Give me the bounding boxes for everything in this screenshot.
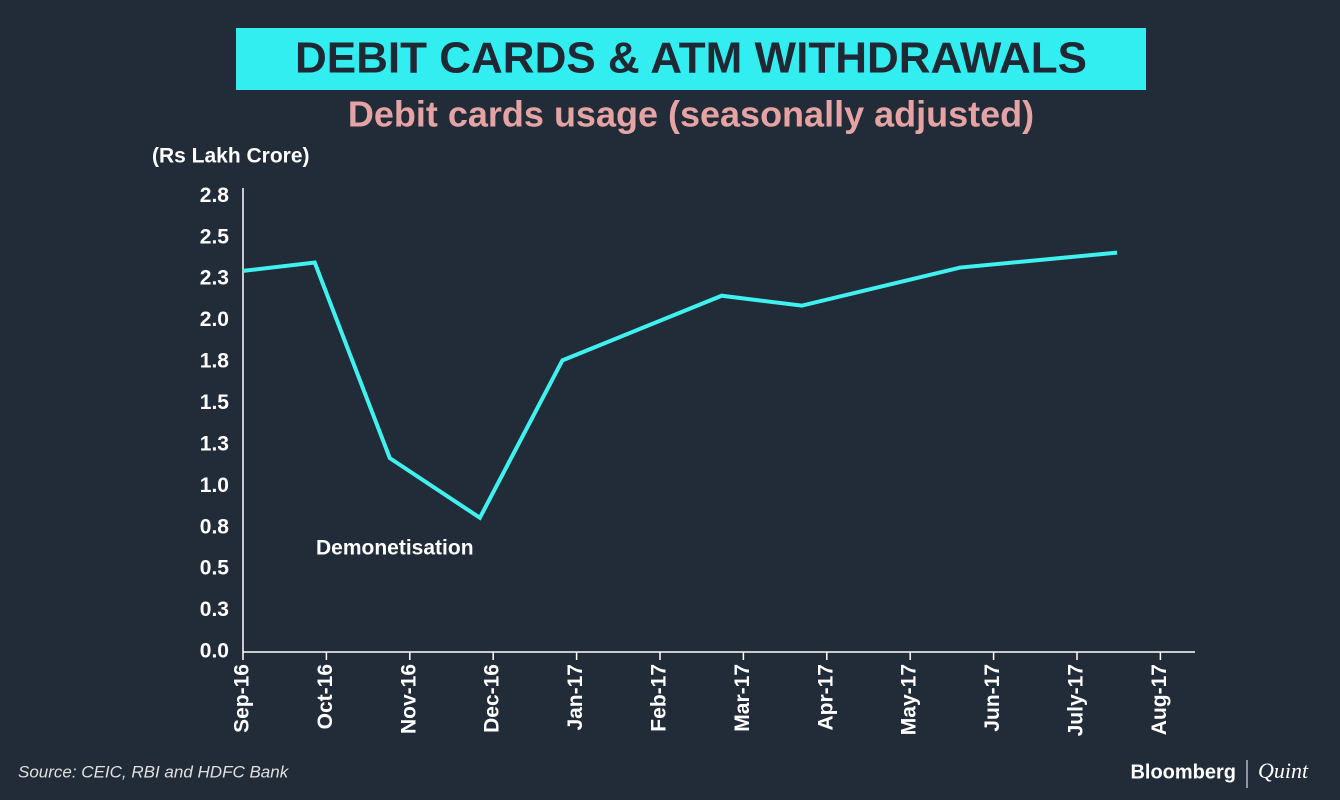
y-tick-label: 1.3 bbox=[200, 432, 229, 455]
y-tick-label: 0.3 bbox=[200, 598, 229, 621]
y-axis-label: (Rs Lakh Crore) bbox=[152, 145, 310, 168]
y-tick-label: 2.8 bbox=[200, 184, 230, 207]
y-tick-label: 1.8 bbox=[200, 350, 230, 373]
y-tick-label: 2.5 bbox=[200, 225, 230, 248]
chart-title: DEBIT CARDS & ATM WITHDRAWALS bbox=[295, 34, 1087, 83]
x-tick-label: Apr-17 bbox=[814, 664, 837, 731]
annotation: Demonetisation bbox=[316, 537, 474, 560]
x-tick-label: Jun-17 bbox=[981, 664, 1004, 732]
brand-right: Quint bbox=[1258, 758, 1309, 783]
x-tick-label: May-17 bbox=[898, 664, 921, 735]
x-tick-label: Feb-17 bbox=[648, 664, 671, 732]
x-tick-label: July-17 bbox=[1065, 664, 1088, 736]
x-tick-label: Oct-16 bbox=[314, 664, 337, 729]
chart-subtitle: Debit cards usage (seasonally adjusted) bbox=[348, 94, 1034, 135]
y-tick-label: 1.0 bbox=[200, 474, 229, 497]
y-tick-label: 2.3 bbox=[200, 267, 229, 290]
y-tick-label: 2.0 bbox=[200, 308, 229, 331]
y-tick-label: 0.5 bbox=[200, 557, 230, 580]
brand-left: Bloomberg bbox=[1130, 761, 1236, 783]
x-tick-label: Aug-17 bbox=[1148, 664, 1171, 735]
x-tick-label: Sep-16 bbox=[231, 664, 254, 733]
x-tick-label: Dec-16 bbox=[481, 664, 504, 733]
y-tick-label: 0.0 bbox=[200, 640, 229, 663]
y-tick-label: 1.5 bbox=[200, 391, 230, 414]
x-tick-label: Jan-17 bbox=[564, 664, 587, 731]
x-tick-label: Mar-17 bbox=[731, 664, 754, 732]
x-tick-label: Nov-16 bbox=[397, 664, 420, 734]
y-tick-label: 0.8 bbox=[200, 515, 230, 538]
source: Source: CEIC, RBI and HDFC Bank bbox=[18, 762, 290, 781]
data-line bbox=[242, 250, 1118, 521]
title-box bbox=[236, 28, 1146, 90]
